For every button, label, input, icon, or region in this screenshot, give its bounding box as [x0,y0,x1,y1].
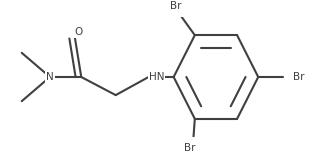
Text: Br: Br [184,143,196,153]
Text: N: N [46,72,54,82]
Text: HN: HN [149,72,164,82]
Text: Br: Br [170,1,182,11]
Text: Br: Br [293,72,304,82]
Text: O: O [74,27,82,37]
